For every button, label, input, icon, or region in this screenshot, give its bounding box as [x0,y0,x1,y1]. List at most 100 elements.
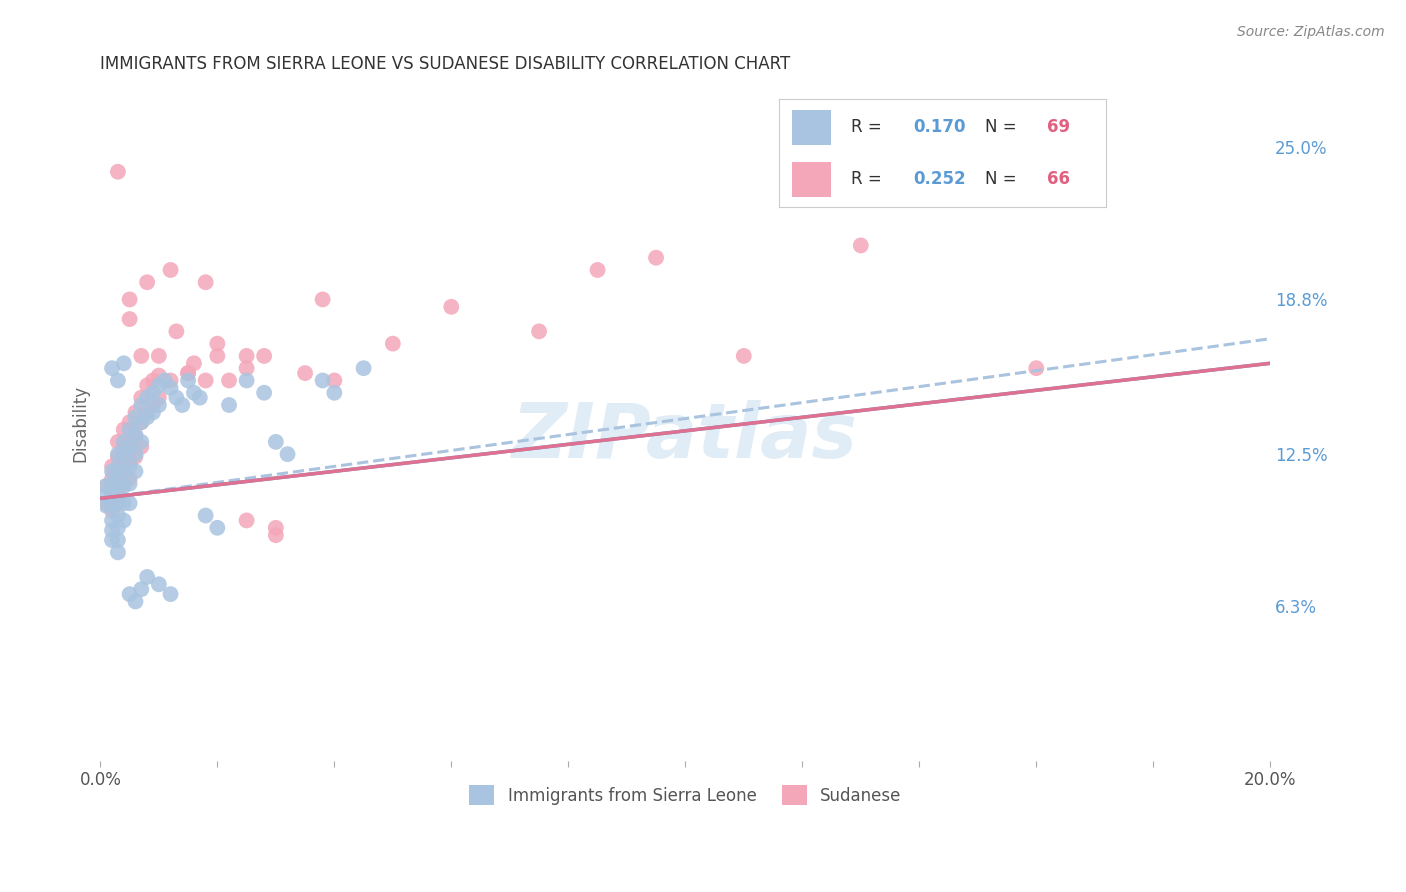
Point [148,391,170,405]
Point [323,374,346,388]
Point [112,496,135,510]
Point [107,545,129,559]
Point [101,464,124,478]
Y-axis label: Disability: Disability [72,384,89,462]
Point [112,479,135,493]
Point [207,336,229,351]
Point [101,476,124,491]
Point [194,374,217,388]
Point [129,440,152,454]
Point [112,423,135,437]
Point [129,415,152,429]
Point [148,378,170,392]
Point [107,447,129,461]
Point [107,374,129,388]
Point [311,293,333,307]
Point [1025,361,1047,376]
Point [107,434,129,449]
Text: Source: ZipAtlas.com: Source: ZipAtlas.com [1237,25,1385,39]
Point [148,349,170,363]
Point [118,434,141,449]
Point [159,374,181,388]
Point [101,533,124,547]
Point [153,374,176,388]
Point [118,459,141,474]
Point [235,374,257,388]
Point [177,366,200,380]
Point [129,391,152,405]
Point [129,434,152,449]
Point [107,459,129,474]
Point [124,594,146,608]
Point [112,447,135,461]
Point [159,587,181,601]
Point [142,385,165,400]
Point [107,533,129,547]
Point [112,513,135,527]
Point [118,587,141,601]
Point [207,349,229,363]
Point [96,479,118,493]
Point [148,577,170,591]
Point [107,483,129,498]
Point [118,312,141,326]
Point [101,513,124,527]
Point [107,165,129,179]
Point [264,521,287,535]
Point [107,496,129,510]
Text: ZIPatlas: ZIPatlas [512,400,858,474]
Point [129,398,152,412]
Point [101,459,124,474]
Point [101,489,124,503]
Point [235,513,257,527]
Point [107,508,129,523]
Point [124,405,146,419]
Point [124,410,146,425]
Point [124,427,146,442]
Point [177,366,200,380]
Point [107,483,129,498]
Point [124,430,146,444]
Point [101,489,124,503]
Point [96,489,118,503]
Point [118,496,141,510]
Text: IMMIGRANTS FROM SIERRA LEONE VS SUDANESE DISABILITY CORRELATION CHART: IMMIGRANTS FROM SIERRA LEONE VS SUDANESE… [100,55,790,73]
Point [118,454,141,468]
Point [264,528,287,542]
Point [112,434,135,449]
Point [142,398,165,412]
Point [235,361,257,376]
Point [277,447,299,461]
Point [136,275,159,289]
Legend: Immigrants from Sierra Leone, Sudanese: Immigrants from Sierra Leone, Sudanese [461,777,910,814]
Point [207,521,229,535]
Point [129,415,152,429]
Point [96,499,118,513]
Point [645,251,668,265]
Point [586,263,609,277]
Point [235,349,257,363]
Point [101,361,124,376]
Point [148,398,170,412]
Point [124,464,146,478]
Point [381,336,404,351]
Point [124,447,146,461]
Point [107,472,129,486]
Point [527,324,550,338]
Point [101,499,124,513]
Point [142,405,165,419]
Point [159,263,181,277]
Point [311,374,333,388]
Point [107,521,129,535]
Point [188,391,211,405]
Point [112,440,135,454]
Point [112,459,135,474]
Point [96,479,118,493]
Point [112,356,135,370]
Point [107,450,129,464]
Point [253,385,276,400]
Point [107,496,129,510]
Point [218,398,240,412]
Point [966,165,988,179]
Point [142,374,165,388]
